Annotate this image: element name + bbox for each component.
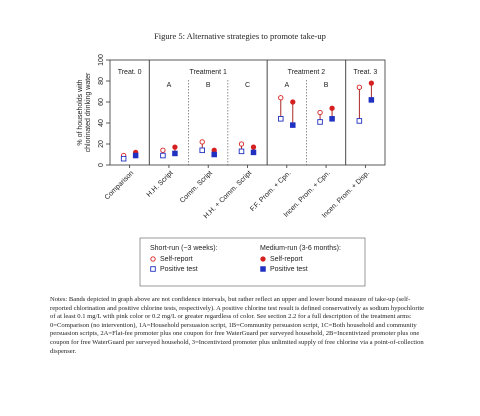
data-point: [238, 148, 245, 155]
panel-label: Treat. 0: [118, 69, 142, 76]
data-point: [211, 151, 217, 158]
data-point: [278, 95, 284, 101]
data-point: [278, 116, 284, 122]
y-tick-label: 80: [98, 77, 105, 85]
panel-label: Treatment 1: [189, 69, 227, 76]
subgroup-label: C: [245, 82, 250, 89]
x-tick-label: H.H. Script: [146, 170, 175, 199]
panel-label: Treat. 3: [353, 69, 377, 76]
legend-label: Positive test: [270, 266, 308, 273]
x-tick-label: Comm. Script: [179, 170, 214, 205]
data-point: [238, 141, 245, 147]
data-point: [172, 150, 178, 157]
data-point: [329, 105, 335, 111]
subgroup-label: A: [284, 82, 289, 89]
data-point: [290, 99, 296, 105]
x-tick-label: F.F. Prom. + Cpn.: [249, 170, 292, 213]
y-axis-label: % of households with: [77, 79, 84, 145]
plot-frame: [109, 59, 386, 166]
panel-label: Treatment 2: [288, 69, 326, 76]
y-tick-label: 0: [98, 163, 105, 167]
legend-marker: [150, 266, 156, 272]
data-point: [250, 149, 257, 156]
legend-marker: [260, 266, 266, 272]
legend-label: Positive test: [160, 266, 198, 273]
y-tick-label: 60: [98, 98, 105, 106]
y-axis-label: chlorinated drinking water: [85, 72, 92, 152]
y-tick-label: 100: [98, 54, 105, 66]
legend-marker: [150, 256, 156, 262]
x-tick-label: Comparison: [104, 170, 136, 202]
legend-title: Short-run (~3 weeks):: [150, 245, 218, 252]
data-point: [250, 144, 257, 150]
chart-title: Figure 5: Alternative strategies to prom…: [154, 31, 326, 41]
data-point: [317, 119, 323, 125]
data-point: [368, 97, 375, 103]
subgroup-label: A: [167, 82, 172, 89]
legend-title: Medium-run (3-6 months):: [260, 245, 341, 252]
data-point: [120, 155, 127, 162]
data-point: [160, 152, 166, 159]
data-point: [199, 139, 205, 145]
legend-label: Self-report: [160, 256, 193, 263]
subgroup-label: B: [324, 82, 329, 89]
data-point: [317, 109, 323, 116]
data-point: [356, 84, 363, 90]
data-point: [329, 116, 335, 122]
data-point: [199, 147, 205, 154]
legend-label: Self-report: [270, 256, 303, 263]
data-point: [290, 122, 296, 128]
data-point: [132, 152, 139, 159]
subgroup-label: B: [206, 82, 211, 89]
data-point: [160, 147, 166, 153]
y-tick-label: 20: [98, 140, 105, 148]
data-point: [356, 118, 363, 124]
notes: Notes: Bands depicted in graph above are…: [50, 296, 425, 355]
data-point: [368, 80, 375, 86]
legend-box: [139, 237, 366, 287]
data-point: [172, 144, 178, 150]
y-tick-label: 40: [98, 119, 105, 127]
legend-marker: [260, 256, 266, 262]
